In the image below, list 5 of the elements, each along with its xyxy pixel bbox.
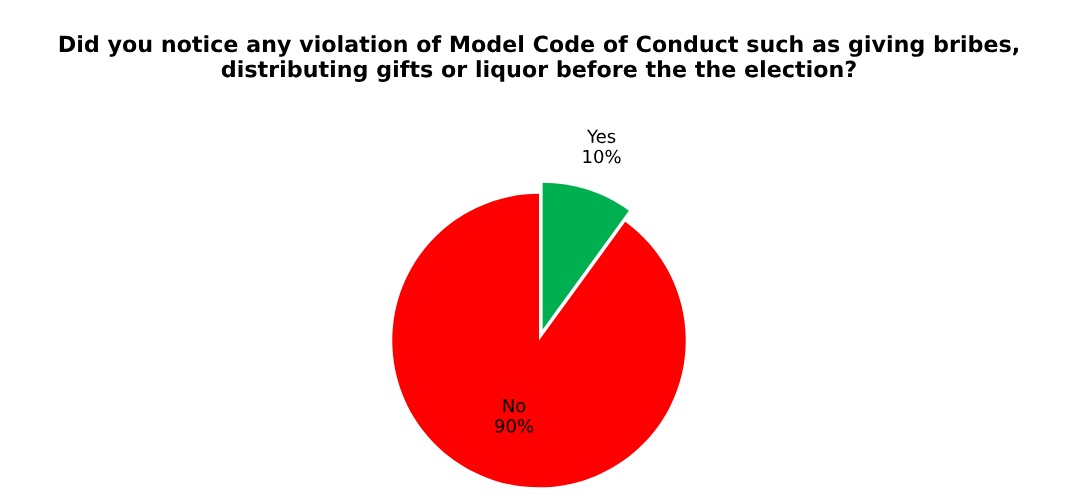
slice-label: Yes — [586, 129, 616, 144]
chart-title: Did you notice any violation of Model Code of Conduct such as giving bribes, distributing gifts or liquor before the the election? — [59, 35, 1018, 82]
slice-label: No — [503, 399, 526, 413]
data-label: 90% — [495, 419, 534, 433]
data-label: 10% — [583, 149, 621, 164]
